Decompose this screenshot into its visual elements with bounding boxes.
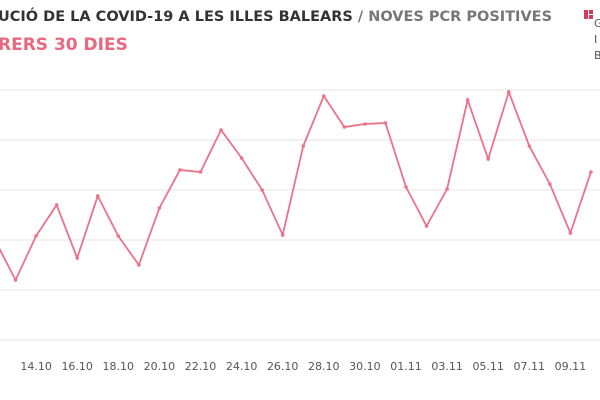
data-point [75,256,79,260]
data-point [34,234,38,238]
data-point [116,234,121,238]
data-point [404,185,408,189]
data-point [301,144,306,148]
logo: G I B [584,10,600,62]
x-tick-label: 07.11 [514,360,546,373]
data-point [363,122,367,126]
x-tick-label: 20.10 [144,360,176,373]
data-line [0,89,592,283]
data-point [157,206,162,210]
data-point [465,98,470,102]
logo-mark [589,10,593,14]
x-tick-label: 05.11 [472,360,504,373]
data-point [548,182,552,186]
data-point [589,170,593,174]
title-main: UCIÓ DE LA COVID-19 A LES ILLES BALEARS [0,7,353,25]
data-point [260,188,264,192]
x-tick-label: 09.11 [555,360,587,373]
data-point [527,144,532,148]
x-tick-label: 30.10 [349,360,381,373]
x-tick-label: 22.10 [185,360,217,373]
data-point [137,263,141,267]
data-point [198,170,203,174]
logo-text: G [594,17,600,30]
data-point [280,233,285,237]
chart-title: UCIÓ DE LA COVID-19 A LES ILLES BALEARS /… [0,7,552,25]
title-secondary: / NOVES PCR POSITIVES [358,9,552,25]
data-point [54,203,59,207]
data-point [239,156,244,160]
data-point [13,278,18,282]
data-point [568,231,573,235]
data-point [95,194,100,198]
x-tick-label: 14.10 [20,360,52,373]
chart-subtitle: RERS 30 DIES [0,35,128,55]
logo-mark [589,15,593,19]
logo-text: I [594,33,597,46]
x-tick-label: 16.10 [61,360,93,373]
data-point [383,121,388,125]
x-tick-label: 26.10 [267,360,299,373]
data-point [486,157,491,161]
data-point [342,125,347,129]
logo-text: B [594,49,600,62]
data-point [506,90,511,94]
x-tick-label: 24.10 [226,360,258,373]
x-tick-label: 03.11 [431,360,463,373]
logo-mark [584,10,588,19]
data-point [178,168,182,172]
data-point [322,94,326,98]
x-tick-label: 18.10 [103,360,135,373]
data-point [219,128,223,132]
data-point [424,224,429,228]
x-tick-label: 28.10 [308,360,340,373]
x-tick-label: 01.11 [390,360,422,373]
data-point [445,187,449,191]
